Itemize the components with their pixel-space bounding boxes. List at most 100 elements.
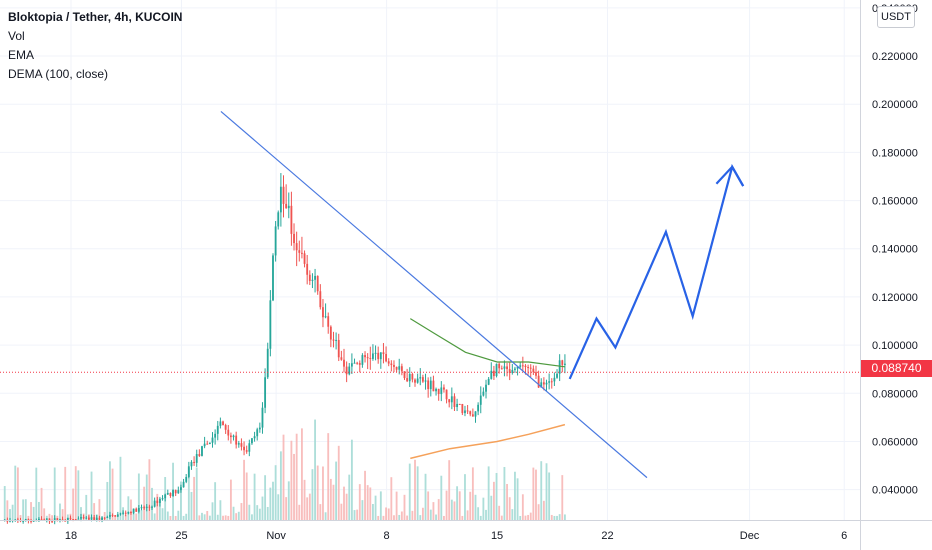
volume-bar <box>3 486 6 520</box>
candle-body <box>235 435 238 445</box>
volume-bar <box>169 515 172 520</box>
legend-item-vol[interactable]: Vol <box>8 29 25 43</box>
volume-bar <box>258 508 261 520</box>
volume-bar <box>545 463 548 520</box>
candle-body <box>427 380 430 390</box>
candle-body <box>24 519 27 521</box>
volume-bar <box>335 461 338 520</box>
volume-bar <box>437 499 440 520</box>
candle-body <box>514 368 516 370</box>
volume-bar <box>485 509 487 520</box>
volume-bar <box>372 504 374 520</box>
volume-bar <box>237 511 240 520</box>
candle-body <box>490 370 493 379</box>
candle-body <box>145 506 148 509</box>
volume-bar <box>208 515 211 520</box>
volume-bar <box>416 466 419 520</box>
candle-body <box>479 395 482 405</box>
candle-body <box>350 363 353 367</box>
volume-bar <box>27 515 30 520</box>
candle-body <box>261 407 264 428</box>
x-tick-label: Dec <box>740 530 760 542</box>
volume-bar <box>185 513 188 520</box>
volume-bar <box>369 487 372 520</box>
volume-bar <box>329 478 332 520</box>
candle-body <box>290 205 293 234</box>
candle-body <box>195 454 198 463</box>
x-tick-label: 22 <box>601 530 613 542</box>
candle-body <box>164 494 167 499</box>
volume-bar <box>350 439 353 520</box>
currency-unit-button[interactable]: USDT <box>877 6 915 28</box>
candle-body <box>45 518 48 520</box>
volume-bar <box>251 514 253 520</box>
y-tick-label: 0.120000 <box>872 292 918 304</box>
x-tick-label: 6 <box>841 530 847 542</box>
candle-body <box>448 399 451 403</box>
legend-title[interactable]: Bloktopia / Tether, 4h, KUCOIN <box>8 10 183 24</box>
volume-bar <box>456 486 459 520</box>
candle-body <box>303 253 306 264</box>
candle-body <box>393 364 395 367</box>
candle-body <box>90 517 93 520</box>
volume-bar <box>414 459 416 520</box>
candle-body <box>27 519 30 521</box>
volume-bar <box>492 481 495 520</box>
candle-body <box>95 517 98 521</box>
candle-body <box>127 511 130 514</box>
candle-body <box>51 521 53 523</box>
candle-body <box>558 360 561 374</box>
volume-bar <box>527 514 530 520</box>
volume-bar <box>469 491 472 520</box>
candle-body <box>103 517 106 519</box>
volume-bar <box>214 482 217 520</box>
candle-body <box>185 476 188 482</box>
y-tick-label: 0.200000 <box>872 99 918 111</box>
overlays <box>0 110 860 479</box>
volume-bar <box>127 496 130 520</box>
volume-bar <box>398 514 401 520</box>
candle-body <box>435 388 437 392</box>
volume-bar <box>356 509 359 520</box>
volume-bar <box>253 473 256 520</box>
candle-body <box>274 226 277 256</box>
legend: Bloktopia / Tether, 4h, KUCOIN Vol EMA D… <box>8 8 182 84</box>
volume-bar <box>74 466 77 520</box>
volume-bar <box>561 475 564 520</box>
candle-body <box>214 433 217 438</box>
candle-body <box>98 517 101 520</box>
candle-body <box>343 359 345 367</box>
candle-body <box>477 404 480 412</box>
candle-body <box>400 366 403 372</box>
legend-item-ema[interactable]: EMA <box>8 48 35 62</box>
volume-bar <box>66 514 69 520</box>
candle-body <box>85 517 88 519</box>
volume-bar <box>203 514 206 520</box>
candle-body <box>498 363 501 369</box>
volume-bar <box>274 465 277 520</box>
volume-bar <box>487 466 490 520</box>
volume-bar <box>548 472 551 520</box>
volume-bar <box>343 486 345 520</box>
volume-bar <box>495 472 498 520</box>
candle-body <box>329 326 332 340</box>
volume-bar <box>529 512 532 520</box>
volume-bar <box>9 509 11 520</box>
volume-bar <box>553 515 556 520</box>
candle-body <box>424 380 427 382</box>
candle-body <box>332 339 335 341</box>
candle-body <box>32 520 35 522</box>
candle-body <box>251 438 253 444</box>
candle-body <box>161 498 164 500</box>
legend-item-dema[interactable]: DEMA (100, close) <box>8 67 109 81</box>
volume-bar <box>111 468 114 520</box>
volume-bar <box>374 495 377 520</box>
candle-body <box>295 243 298 251</box>
candle-body <box>93 517 96 521</box>
volume-bar <box>382 515 385 520</box>
volume-bar <box>32 506 35 520</box>
y-tick-label: 0.140000 <box>872 244 918 256</box>
candle-body <box>61 519 64 521</box>
candle-body <box>464 410 466 414</box>
